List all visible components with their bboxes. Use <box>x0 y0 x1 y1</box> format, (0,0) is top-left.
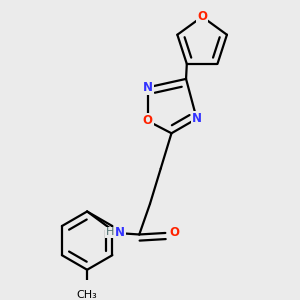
Text: O: O <box>169 226 179 239</box>
Text: N: N <box>192 112 202 125</box>
Text: N: N <box>115 226 125 239</box>
Text: O: O <box>142 114 153 127</box>
Text: N: N <box>142 81 153 94</box>
Text: CH₃: CH₃ <box>77 290 98 300</box>
Text: H: H <box>105 227 114 237</box>
Text: O: O <box>197 10 207 23</box>
